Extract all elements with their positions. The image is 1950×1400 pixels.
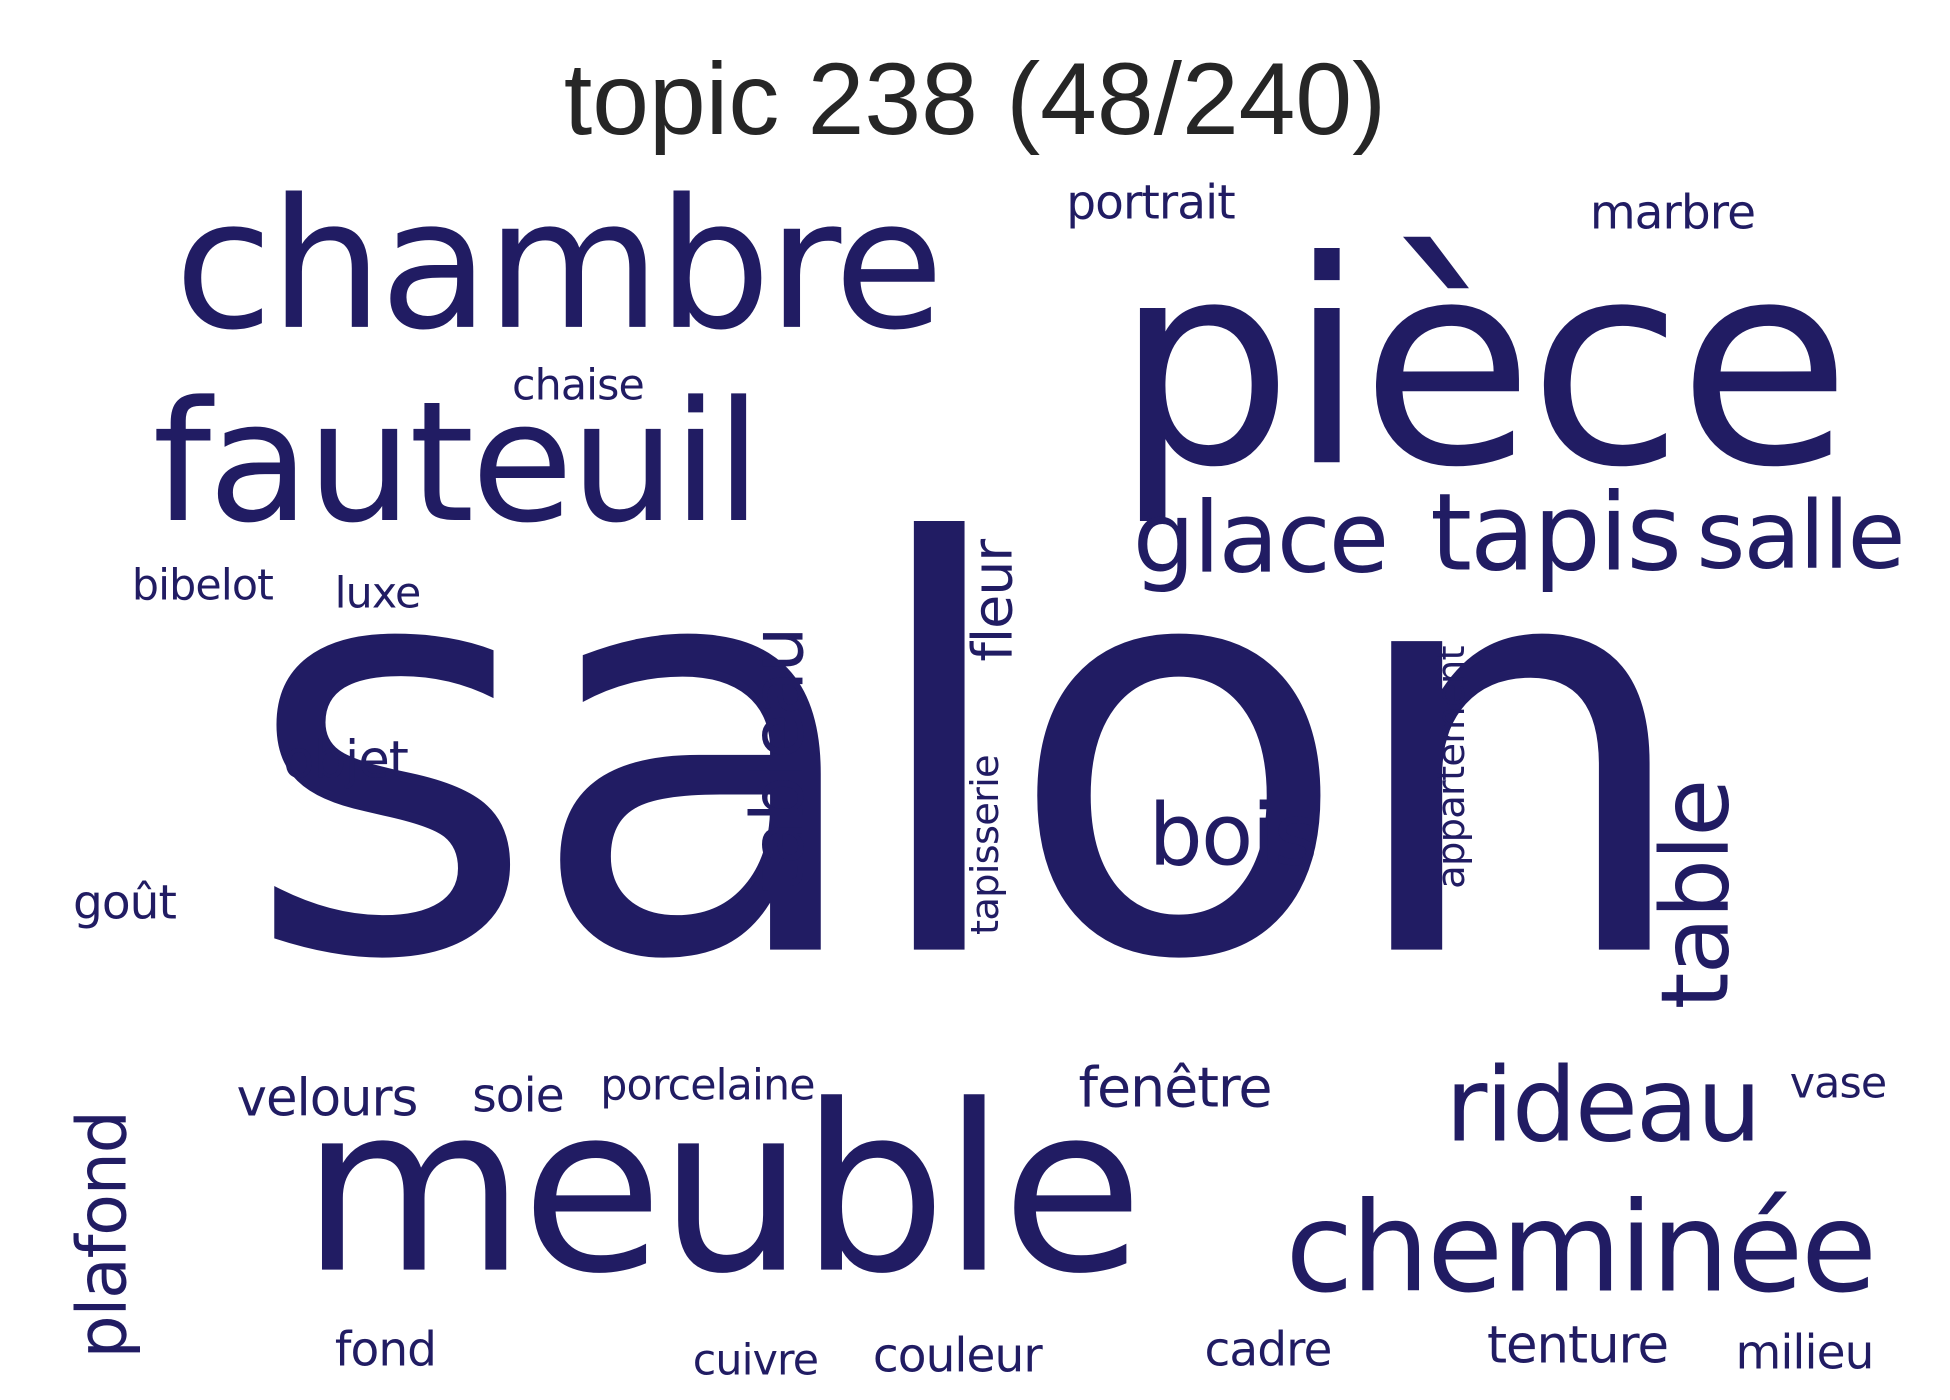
word-table: table [1641, 781, 1750, 1010]
word-tenture: tenture [1487, 1316, 1668, 1376]
word-couleur: couleur [873, 1329, 1044, 1384]
word-portrait: portrait [1066, 176, 1235, 231]
word-cuivre: cuivre [693, 1336, 819, 1386]
word-fauteuil: fauteuil [153, 366, 759, 560]
word-luxe: luxe [335, 569, 421, 619]
word-meuble: meuble [301, 1057, 1139, 1325]
word-objet: objet [283, 731, 408, 791]
word-chambre: chambre [174, 161, 940, 370]
word-appartement: appartement [1429, 646, 1474, 889]
word-bibelot: bibelot [132, 561, 273, 611]
word-rideau: rideau [1445, 1046, 1759, 1165]
word-marbre: marbre [1590, 186, 1755, 241]
word-milieu: milieu [1735, 1326, 1873, 1381]
word-fond: fond [335, 1323, 436, 1378]
word-salle: salle [1696, 481, 1903, 590]
word-plafond: plafond [64, 1111, 143, 1358]
word-salon: salon [244, 427, 1687, 1084]
word-fenetre: fenêtre [1079, 1056, 1272, 1121]
word-piece: pièce [1114, 200, 1845, 529]
word-glace: glace [1133, 481, 1388, 595]
word-tapisserie: tapisserie [963, 755, 1008, 935]
word-tapis: tapis [1430, 471, 1680, 595]
word-bois: bois [1149, 786, 1317, 885]
word-soie: soie [472, 1069, 563, 1124]
word-gout: goût [73, 876, 177, 931]
word-tableau: tableau [737, 628, 821, 892]
word-porcelaine: porcelaine [600, 1061, 814, 1111]
word-cadre: cadre [1204, 1323, 1331, 1378]
word-vase: vase [1790, 1059, 1887, 1109]
word-chaise: chaise [512, 361, 644, 411]
word-cheminee: cheminée [1285, 1176, 1874, 1320]
word-fleur: fleur [961, 539, 1026, 662]
page-title: topic 238 (48/240) [563, 42, 1387, 156]
word-velours: velours [237, 1069, 418, 1129]
